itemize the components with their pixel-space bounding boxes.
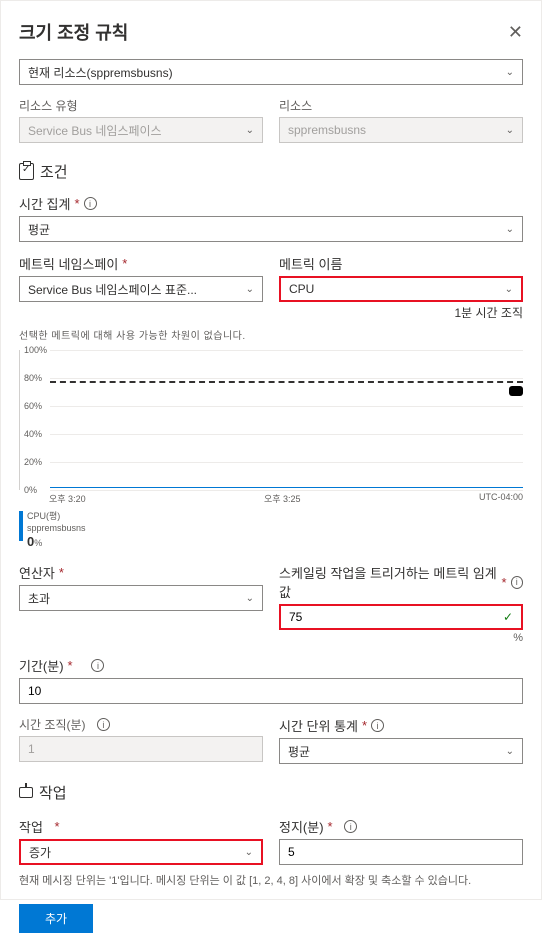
metric-chart: 100% 80% 60% 40% 20% 0% xyxy=(19,350,523,490)
resource-type-label: 리소스 유형 xyxy=(19,97,263,114)
chevron-down-icon: ⌄ xyxy=(506,224,514,235)
time-grain-label: 시간 조직(분) i xyxy=(19,716,263,733)
time-agg-label: 시간 집계 * i xyxy=(19,194,523,213)
info-icon[interactable]: i xyxy=(371,719,384,732)
close-icon[interactable]: ✕ xyxy=(508,22,523,43)
resource-label: 리소스 xyxy=(279,97,523,114)
source-value: 현재 리소스(sppremsbusns) xyxy=(28,64,173,81)
time-grain-input xyxy=(19,736,263,762)
resource-type-dropdown: Service Bus 네임스페이스 ⌄ xyxy=(19,117,263,143)
action-icon xyxy=(19,787,33,798)
info-icon[interactable]: i xyxy=(344,820,357,833)
threshold-input[interactable]: ✓ xyxy=(279,604,523,630)
info-icon[interactable]: i xyxy=(97,718,110,731)
x-tick: 오후 3:20 xyxy=(49,492,86,505)
threshold-label: 스케일링 작업을 트리거하는 메트릭 임계값 *i xyxy=(279,563,523,601)
x-tick: 오후 3:25 xyxy=(264,492,301,505)
duration-input[interactable] xyxy=(19,678,523,704)
chevron-down-icon: ⌄ xyxy=(506,746,514,757)
condition-heading: 조건 xyxy=(40,161,68,182)
threshold-marker xyxy=(509,386,523,396)
check-icon: ✓ xyxy=(503,610,513,624)
threshold-unit: % xyxy=(279,632,523,644)
submit-button[interactable]: 추가 xyxy=(19,904,93,933)
clipboard-icon xyxy=(19,163,34,180)
duration-label: 기간(분) * i xyxy=(19,656,523,675)
chevron-down-icon: ⌄ xyxy=(245,847,253,858)
metric-ns-label: 메트릭 네임스페이* xyxy=(19,254,263,273)
op-dropdown[interactable]: 증가 ⌄ xyxy=(19,839,263,865)
metric-ns-dropdown[interactable]: Service Bus 네임스페이스 표준... ⌄ xyxy=(19,276,263,302)
time-stat-label: 시간 단위 통계 * i xyxy=(279,716,523,735)
chevron-down-icon: ⌄ xyxy=(246,125,254,136)
action-heading: 작업 xyxy=(39,782,67,803)
chevron-down-icon: ⌄ xyxy=(246,593,254,604)
cooldown-label: 정지(분) * i xyxy=(279,817,523,836)
op-label: 작업 * xyxy=(19,817,263,836)
time-agg-dropdown[interactable]: 평균 ⌄ xyxy=(19,216,523,242)
timezone-label: UTC-04:00 xyxy=(479,492,523,505)
chart-note: 선택한 메트릭에 대해 사용 가능한 차원이 없습니다. xyxy=(19,327,523,342)
time-stat-dropdown[interactable]: 평균 ⌄ xyxy=(279,738,523,764)
metric-name-label: 메트릭 이름 xyxy=(279,254,523,273)
info-icon[interactable]: i xyxy=(84,197,97,210)
operator-dropdown[interactable]: 초과 ⌄ xyxy=(19,585,263,611)
chevron-down-icon: ⌄ xyxy=(506,67,514,78)
chart-legend: CPU(평) sppremsbusns 0% xyxy=(19,511,523,551)
info-icon[interactable]: i xyxy=(511,576,523,589)
resource-dropdown: sppremsbusns ⌄ xyxy=(279,117,523,143)
chevron-down-icon: ⌄ xyxy=(506,125,514,136)
operator-label: 연산자 * xyxy=(19,563,263,582)
panel-title: 크기 조정 규칙 xyxy=(19,19,128,45)
source-dropdown[interactable]: 현재 리소스(sppremsbusns) ⌄ xyxy=(19,59,523,85)
cooldown-input[interactable] xyxy=(279,839,523,865)
metric-name-dropdown[interactable]: CPU ⌄ xyxy=(279,276,523,302)
chevron-down-icon: ⌄ xyxy=(505,284,513,295)
time-grain-note: 1분 시간 조직 xyxy=(279,304,523,321)
info-icon[interactable]: i xyxy=(91,659,104,672)
help-text: 현재 메시징 단위는 '1'입니다. 메시징 단위는 이 값 [1, 2, 4,… xyxy=(19,873,523,890)
chevron-down-icon: ⌄ xyxy=(246,284,254,295)
